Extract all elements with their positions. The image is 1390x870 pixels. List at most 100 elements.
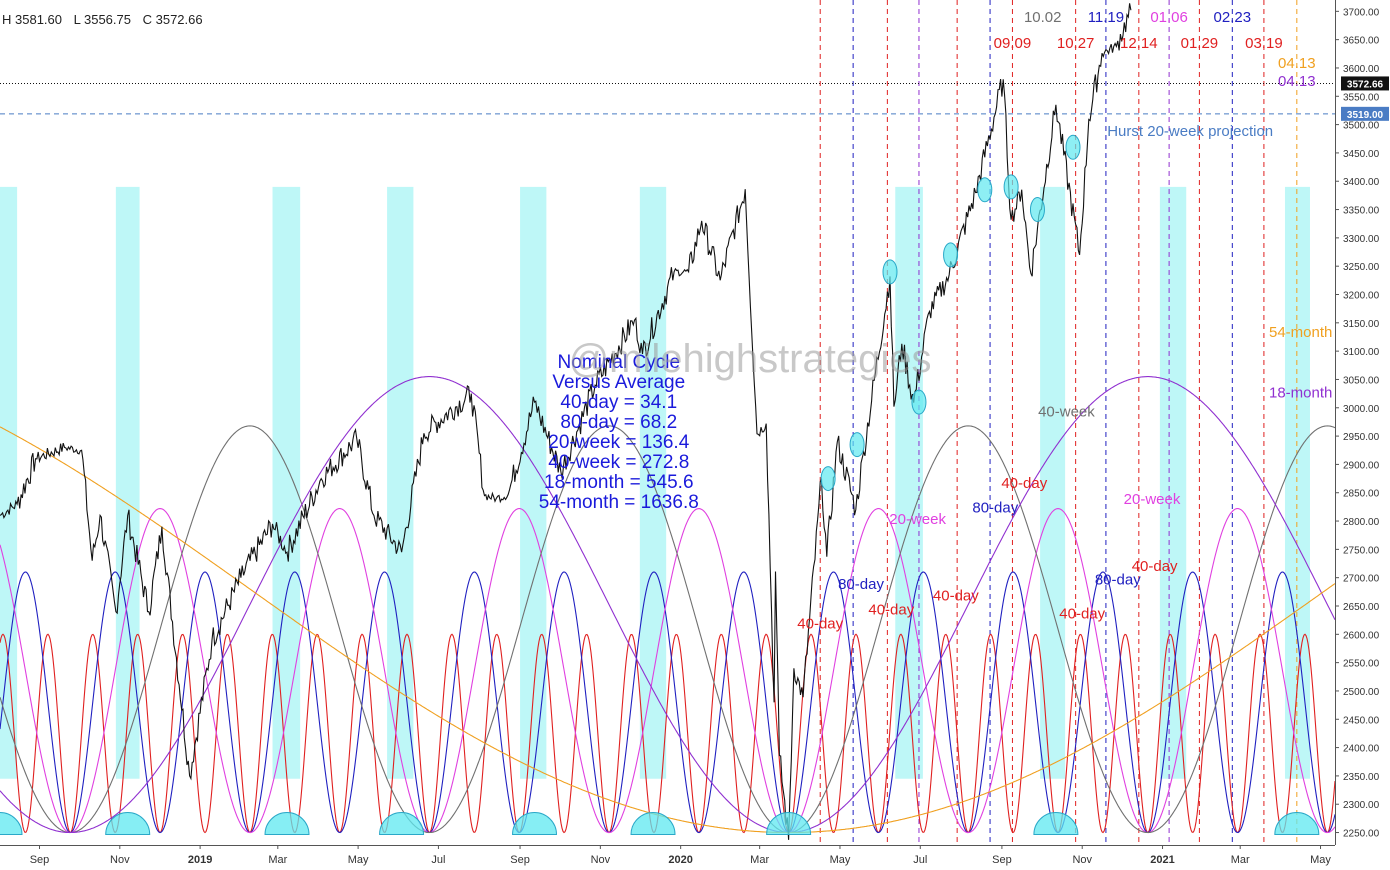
x-tick-label: Sep xyxy=(510,854,530,866)
annotation-8: 20-week xyxy=(1124,491,1181,508)
x-tick-label: 2021 xyxy=(1150,854,1174,866)
chart-annotations: 10.02 11.19 01.06 02.23 09.09 10.27 12.14 01.29… xyxy=(539,9,1333,633)
turn-marker-1 xyxy=(849,432,865,458)
y-tick-label: 3250.00 xyxy=(1343,262,1380,273)
price-series xyxy=(0,3,1132,840)
price-tag-bg-1 xyxy=(1341,106,1389,121)
y-tick-label: 3050.00 xyxy=(1343,375,1380,386)
y-tick-label: 2700.00 xyxy=(1343,574,1380,585)
annotation-5: 80-day xyxy=(838,576,884,593)
trough-marker-2 xyxy=(264,812,310,836)
y-tick-label: 3600.00 xyxy=(1343,64,1380,75)
trough-marker-5 xyxy=(630,812,676,836)
price-tag-label-0: 3572.66 xyxy=(1347,79,1384,90)
ohlc-low: L 3556.75 xyxy=(73,12,131,27)
annotation-9: 40-day xyxy=(1001,475,1047,492)
annotation-12: 40-day xyxy=(868,601,914,618)
y-tick-label: 3200.00 xyxy=(1343,291,1380,302)
price-tag-bg-0 xyxy=(1341,76,1389,91)
annotation-0: Hurst 20-week projection xyxy=(1107,123,1273,140)
x-tick-label: Sep xyxy=(30,854,50,866)
date-label-0: 10.02 xyxy=(1024,9,1062,26)
annotation-4: 80-day xyxy=(972,500,1018,517)
trough-band-4 xyxy=(520,186,547,779)
y-tick-label: 3100.00 xyxy=(1343,347,1380,358)
x-tick-label: May xyxy=(348,854,369,866)
trough-marker-8 xyxy=(1274,812,1320,836)
cycle-curves xyxy=(0,376,1336,834)
turn-marker-2 xyxy=(882,259,898,285)
date-label-6: 12.14 xyxy=(1120,35,1158,52)
trough-band-0 xyxy=(0,186,18,779)
turn-markers xyxy=(820,134,1081,492)
y-tick-label: 3300.00 xyxy=(1343,234,1380,245)
y-tick-label: 2950.00 xyxy=(1343,432,1380,443)
y-tick-label: 2250.00 xyxy=(1343,829,1380,840)
major-trough-markers xyxy=(0,812,1320,836)
y-tick-label: 2750.00 xyxy=(1343,545,1380,556)
turn-marker-7 xyxy=(1029,197,1045,223)
trough-marker-0 xyxy=(0,812,23,836)
turn-marker-0 xyxy=(820,466,836,492)
x-tick-label: Mar xyxy=(1231,854,1250,866)
annotation-7: 20-week xyxy=(889,511,946,528)
x-axis-background xyxy=(0,845,1390,870)
y-tick-label: 2650.00 xyxy=(1343,602,1380,613)
annotation-13: 40-day xyxy=(933,587,979,604)
annotation-11: 40-day xyxy=(797,616,843,633)
date-label-5: 10.27 xyxy=(1057,35,1095,52)
trough-band-6 xyxy=(895,186,923,779)
turn-marker-4 xyxy=(943,242,959,268)
cycle-curve-20-week xyxy=(0,508,1336,834)
cycle-curve-18-month xyxy=(0,376,1336,834)
y-tick-label: 2850.00 xyxy=(1343,489,1380,500)
watermark: @milehighstrategies xyxy=(569,337,932,381)
turn-marker-3 xyxy=(911,389,927,415)
info-line-4: 20-week = 136.4 xyxy=(548,432,689,453)
date-label-1: 11.19 xyxy=(1088,9,1124,26)
y-tick-label: 3150.00 xyxy=(1343,319,1380,330)
annotation-2: 18-month xyxy=(1269,385,1332,402)
x-tick-label: Mar xyxy=(750,854,769,866)
trough-band-3 xyxy=(387,186,414,779)
trough-band-8 xyxy=(1159,186,1187,779)
annotation-6: 80-day xyxy=(1095,571,1141,588)
x-tick-label: May xyxy=(1310,854,1331,866)
y-tick-label: 2350.00 xyxy=(1343,772,1380,783)
turn-marker-8 xyxy=(1065,134,1081,160)
date-label-8: 03.19 xyxy=(1245,35,1283,52)
y-tick-label: 2600.00 xyxy=(1343,630,1380,641)
ohlc-high: H 3581.60 xyxy=(2,12,62,27)
y-tick-label: 2500.00 xyxy=(1343,687,1380,698)
y-tick-label: 2800.00 xyxy=(1343,517,1380,528)
info-line-1: Versus Average xyxy=(552,372,685,393)
date-label-9: 04.13 xyxy=(1278,55,1316,72)
y-tick-label: 2300.00 xyxy=(1343,800,1380,811)
y-tick-label: 2550.00 xyxy=(1343,659,1380,670)
date-label-3: 02.23 xyxy=(1214,9,1252,26)
x-tick-label: Mar xyxy=(268,854,287,866)
price-line xyxy=(0,3,1132,840)
trough-marker-6 xyxy=(766,812,812,836)
price-tag-label-1: 3519.00 xyxy=(1347,110,1384,121)
turn-marker-6 xyxy=(1003,174,1019,200)
y-tick-label: 3700.00 xyxy=(1343,7,1380,18)
annotation-3: 40-week xyxy=(1038,403,1095,420)
info-line-5: 40-week = 272.8 xyxy=(548,452,689,473)
ohlc-close: C 3572.66 xyxy=(142,12,203,27)
trough-band-7 xyxy=(1040,186,1066,779)
info-line-2: 40-day = 34.1 xyxy=(560,392,677,413)
date-label-4: 09.09 xyxy=(994,35,1032,52)
y-tick-label: 3400.00 xyxy=(1343,177,1380,188)
x-tick-label: 2020 xyxy=(668,854,692,866)
info-line-7: 54-month = 1636.8 xyxy=(539,492,699,513)
cycle-curve-40-day xyxy=(0,633,1336,834)
annotation-14: 40-day xyxy=(1059,605,1105,622)
y-tick-label: 2400.00 xyxy=(1343,744,1380,755)
x-tick-label: May xyxy=(830,854,851,866)
trough-band-2 xyxy=(272,186,301,779)
x-tick-label: Jul xyxy=(431,854,445,866)
y-tick-label: 3450.00 xyxy=(1343,149,1380,160)
